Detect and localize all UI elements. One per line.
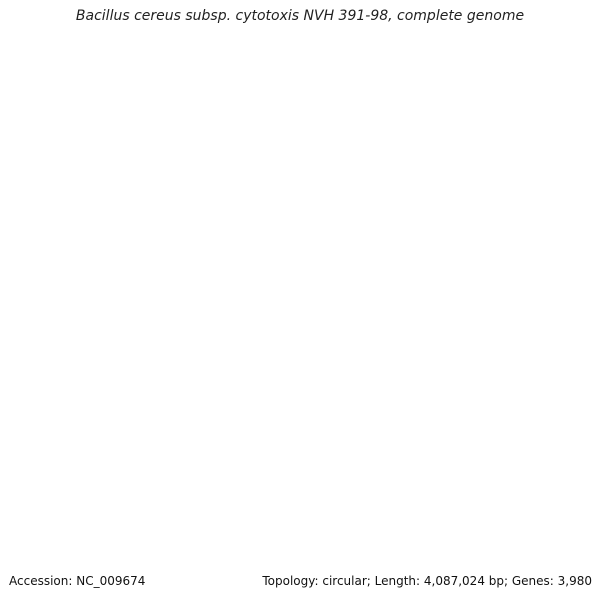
- map-title: Bacillus cereus subsp. cytotoxis NVH 391…: [75, 8, 525, 24]
- accession-text: Accession: NC_009674: [9, 574, 146, 588]
- genome-summary-text: Topology: circular; Length: 4,087,024 bp…: [262, 574, 592, 588]
